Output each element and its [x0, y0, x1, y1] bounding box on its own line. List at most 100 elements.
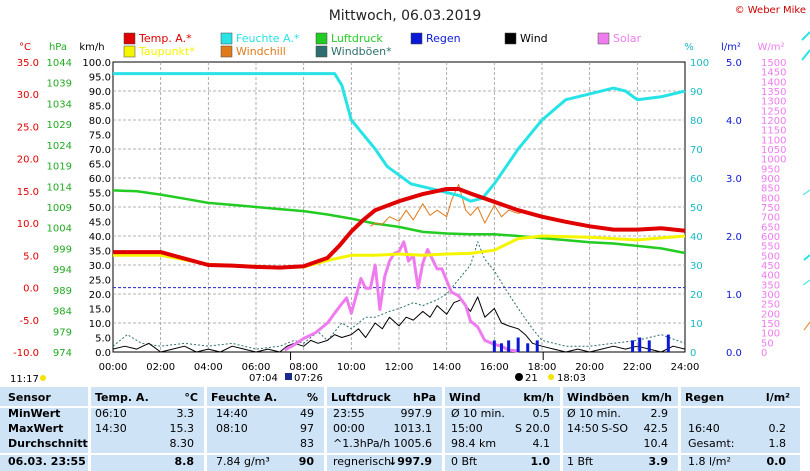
x-tick-label: 14:00 — [432, 362, 461, 373]
series-windchill — [370, 183, 526, 227]
stats-cell-hum-v: 83 — [300, 437, 314, 450]
x-tick-label: 18:00 — [528, 362, 557, 373]
legend-swatch — [410, 32, 423, 45]
humidity-tick-label: 50 — [690, 203, 703, 214]
humidity-tick-label: 20 — [690, 290, 703, 301]
rain-bar — [666, 334, 670, 352]
solar-tick-label: 1500 — [761, 58, 786, 69]
pressure-tick-label: 1044 — [47, 58, 72, 69]
rain-bar — [499, 343, 503, 352]
temp-tick-label: -10.0 — [13, 348, 39, 359]
moon-label: 21 — [525, 373, 538, 384]
solar-tick-label: 650 — [761, 222, 780, 233]
x-tick-label: 22:00 — [623, 362, 652, 373]
x-tick-label: 12:00 — [385, 362, 414, 373]
pressure-tick-label: 1019 — [47, 162, 72, 173]
solar-tick-label: 1300 — [761, 97, 786, 108]
temp-tick-label: 30.0 — [17, 90, 39, 101]
solar-tick-label: 1150 — [761, 126, 786, 137]
stats-cell-temp-t: 14:30 — [95, 422, 127, 435]
legend-swatch — [597, 32, 610, 45]
stats-row-label: MinWert — [8, 407, 61, 420]
legend-swatch — [220, 32, 233, 45]
solar-tick-label: 100 — [761, 329, 780, 340]
stats-cell-wind-t: Ø 10 min. — [451, 407, 505, 420]
sunrise2-label: 07:26 — [294, 373, 323, 384]
legend-swatch — [123, 32, 136, 45]
wind-tick-label: 95.0 — [89, 73, 111, 84]
series-wind — [112, 296, 686, 353]
wind-tick-label: 70.0 — [89, 145, 111, 156]
stats-cell-wind-v: S 20.0 — [515, 422, 550, 435]
sunset-icon — [548, 374, 554, 380]
series-windb-en — [112, 241, 686, 350]
rain-unit-label: l/m² — [721, 42, 741, 53]
solar-tick-label: 150 — [761, 319, 780, 330]
stats-cell-wind-v: 0.5 — [532, 407, 551, 420]
humidity-tick-label: 0 — [690, 348, 696, 359]
pressure-tick-label: 1039 — [47, 79, 72, 90]
moon-icon — [515, 373, 523, 381]
x-tick-label: 08:00 — [289, 362, 318, 373]
stats-row-label: 06.03. 23:55 — [8, 455, 86, 468]
legend-label: Windböen* — [331, 45, 392, 58]
axis-unit-labels: °C hPa km/h % l/m² W/m² — [19, 42, 785, 53]
stats-cell-hum-t: 7.84 g/m³ — [216, 455, 270, 468]
stats-cell-gust-v: 10.4 — [643, 437, 669, 450]
wind-tick-label: 55.0 — [89, 189, 111, 200]
sunrise-icon — [285, 373, 292, 380]
rain-tick-label: 5.0 — [726, 58, 742, 69]
header-pressure: Luftdruck — [331, 391, 391, 404]
wind-tick-label: 0.0 — [95, 348, 111, 359]
rain-tick-label: 2.0 — [726, 232, 742, 243]
solar-tick-label: 1100 — [761, 135, 786, 146]
wind-tick-label: 15.0 — [89, 305, 111, 316]
stats-cell-hum-v: 90 — [298, 455, 314, 468]
rain-bar — [507, 340, 511, 352]
humidity-tick-label: 40 — [690, 232, 703, 243]
solar-unit-label: W/m² — [757, 42, 784, 53]
header-sensor: Sensor — [8, 391, 51, 404]
solar-tick-label: 850 — [761, 184, 780, 195]
wind-tick-label: 60.0 — [89, 174, 111, 185]
solar-tick-label: 600 — [761, 232, 780, 243]
stats-cell-temp-v: 3.3 — [176, 407, 195, 420]
stats-cell-hum-v: 49 — [300, 407, 314, 420]
stats-cell-gust-v: 3.9 — [648, 455, 669, 468]
temp-tick-label: 35.0 — [17, 58, 39, 69]
x-tick-label: 16:00 — [480, 362, 509, 373]
stats-cell-temp-v: 15.3 — [169, 422, 195, 435]
x-tick-label: 00:00 — [99, 362, 128, 373]
stats-cell-rain-v: 1.8 — [768, 437, 787, 450]
series-solar — [283, 240, 519, 353]
series-luftdruck — [112, 189, 686, 255]
pressure-tick-label: 994 — [53, 265, 72, 276]
wind-tick-label: 65.0 — [89, 160, 111, 171]
pressure-tick-label: 1029 — [47, 120, 72, 131]
temp-tick-label: 10.0 — [17, 219, 39, 230]
series-temp-a — [113, 187, 686, 270]
pressure-tick-label: 1034 — [47, 99, 72, 110]
stats-cell-temp-v: 8.30 — [169, 437, 195, 450]
header-temp-unit: °C — [184, 391, 198, 404]
x-tick-label: 24:00 — [671, 362, 700, 373]
temp-tick-label: 15.0 — [17, 187, 39, 198]
solar-tick-label: 350 — [761, 280, 780, 291]
stats-cell-press-t: ^1.3hPa/h — [333, 437, 391, 450]
credit-text: © Weber Mike — [735, 5, 806, 16]
x-tick-label: 20:00 — [575, 362, 604, 373]
stats-cell-gust-t: 1 Bft — [567, 455, 594, 468]
stats-cell-rain-v: 0.0 — [766, 455, 787, 468]
temp-tick-label: 20.0 — [17, 155, 39, 166]
pressure-tick-label: 1009 — [47, 203, 72, 214]
legend-label: Solar — [613, 32, 642, 45]
stats-cell-press-t: 00:00 — [333, 422, 365, 435]
temp-tick-label: 25.0 — [17, 122, 39, 133]
header-gust: Windböen — [567, 391, 630, 404]
legend-label: Temp. A.* — [138, 32, 192, 45]
solar-tick-label: 1250 — [761, 106, 786, 117]
legend-swatch — [123, 45, 136, 58]
wind-tick-label: 90.0 — [89, 87, 111, 98]
stats-cell-temp-v: 8.8 — [174, 455, 195, 468]
stats-cell-rain-t: Gesamt: — [688, 437, 735, 450]
